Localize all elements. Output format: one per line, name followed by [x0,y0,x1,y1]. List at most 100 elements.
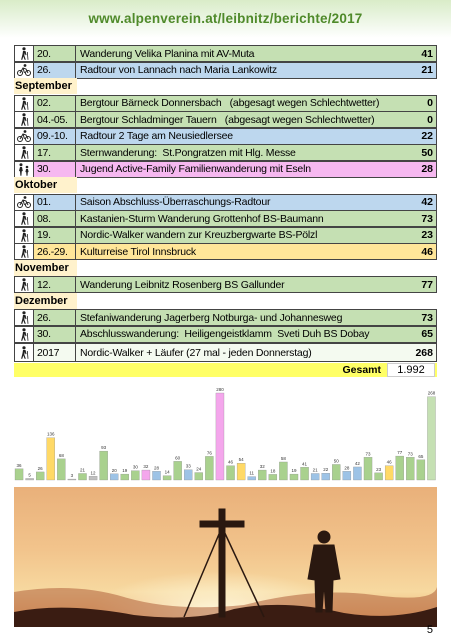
month-row: Oktober [14,177,437,193]
event-title: Kulturreise Tirol Innsbruck [76,244,397,259]
event-icon [15,46,34,61]
bar [300,467,309,481]
bar [184,469,193,481]
header: www.alpenverein.at/leibnitz/berichte/201… [0,0,451,38]
bar-label: 12 [91,470,97,475]
event-icon [15,344,34,361]
event-value: 73 [397,211,436,226]
bar-label: 77 [397,450,403,455]
bar [395,455,404,481]
event-icon [15,62,34,78]
event-row: 26. Radtour von Lannach nach Maria Lankow… [14,61,437,79]
event-icon [15,211,34,226]
event-value: 73 [397,310,436,325]
bar [120,473,129,481]
total-label: Gesamt [342,363,381,376]
bar-label: 46 [387,460,393,465]
event-value: 77 [397,277,436,292]
bar-label: 136 [47,432,55,437]
event-title: Radtour von Lannach nach Maria Lankowitz [76,62,397,78]
bar [173,461,182,481]
event-date: 26. [34,310,76,325]
event-title: Kastanien-Sturm Wanderung Grottenhof BS-… [76,211,397,226]
icon [21,228,29,242]
bar-label: 28 [344,465,350,470]
event-row: 26.-29. Kulturreise Tirol Innsbruck 46 [14,243,437,260]
bar-label: 42 [355,461,361,466]
bar [99,450,108,481]
event-value: 22 [397,128,436,144]
bar [46,437,55,481]
bar [88,476,98,481]
icon [21,146,29,159]
event-value: 50 [397,145,436,160]
event-title: Stefaniwanderung Jagerberg Notburga- und… [76,310,397,325]
event-date: 20. [34,46,76,61]
event-value: 41 [397,46,436,61]
bar [279,461,288,481]
event-value: 65 [397,326,436,342]
bar-label: 23 [376,467,382,472]
event-date: 30. [34,326,76,342]
bar-label: 73 [408,451,414,456]
icon [21,212,29,225]
event-title: Nordic-Walker wandern zur Kreuzbergwarte… [76,227,397,243]
bar [36,471,45,481]
event-icon [15,244,34,259]
event-title: Wanderung Velika Planina mit AV-Muta [76,46,397,61]
icon [17,196,31,208]
bar-label: 28 [154,465,160,470]
event-row: 19. Nordic-Walker wandern zur Kreuzbergwa… [14,226,437,244]
bar-label: 11 [249,471,254,476]
event-row: 2017 Nordic-Walker + Läufer (27 mal - jed… [14,343,437,362]
bar [205,456,214,481]
bar [289,473,299,481]
bar-label: 3 [71,473,74,478]
bar-label: 26 [38,466,44,471]
bar-label: 19 [291,468,297,473]
event-row: 12. Wanderung Leibnitz Rosenberg BS Gallu… [14,276,437,293]
icon [19,162,29,176]
bar [57,458,66,481]
event-value: 46 [397,244,436,259]
event-row: 09.-10. Radtour 2 Tage am Neusiedlersee 22 [14,127,437,145]
event-row: 01. Saison Abschluss-Überraschungs-Radtou… [14,193,437,211]
event-row: 30. Abschlusswanderung: Heiligengeistklam… [14,325,437,343]
icon [21,113,29,126]
bar-label: 73 [366,451,372,456]
event-row: 26. Stefaniwanderung Jagerberg Notburga- … [14,309,437,326]
month-label: Oktober [14,177,77,193]
event-title: Bergtour Bärneck Donnersbach (abgesagt w… [76,95,397,111]
event-icon [15,95,34,111]
photo [14,487,437,627]
bar [78,473,87,481]
event-icon [15,128,34,144]
bar-label: 60 [175,455,181,460]
event-date: 17. [34,145,76,160]
icon [21,96,29,110]
bar-label: 32 [260,464,266,469]
event-value: 21 [397,62,436,78]
icon [21,47,29,60]
event-value: 23 [397,227,436,243]
bar [406,457,415,481]
header-url: www.alpenverein.at/leibnitz/berichte/201… [88,11,363,26]
icon [21,346,29,359]
event-date: 2017 [34,344,76,361]
event-value: 0 [397,112,436,127]
bar [310,473,320,481]
total-row: Gesamt 1.992 [14,362,437,377]
bar-label: 280 [216,387,224,392]
event-row: 30. Jugend Active-Family Familienwanderun… [14,160,437,178]
icon [17,64,31,76]
event-row: 02. Bergtour Bärneck Donnersbach (abgesag… [14,94,437,112]
bar [247,476,256,481]
month-label: November [14,259,77,276]
event-value: 42 [397,194,436,210]
bar-label: 22 [323,467,329,472]
bar [226,465,235,481]
event-date: 09.-10. [34,128,76,144]
bar [141,469,151,481]
bar [25,478,34,481]
bar-label: 20 [112,468,118,473]
